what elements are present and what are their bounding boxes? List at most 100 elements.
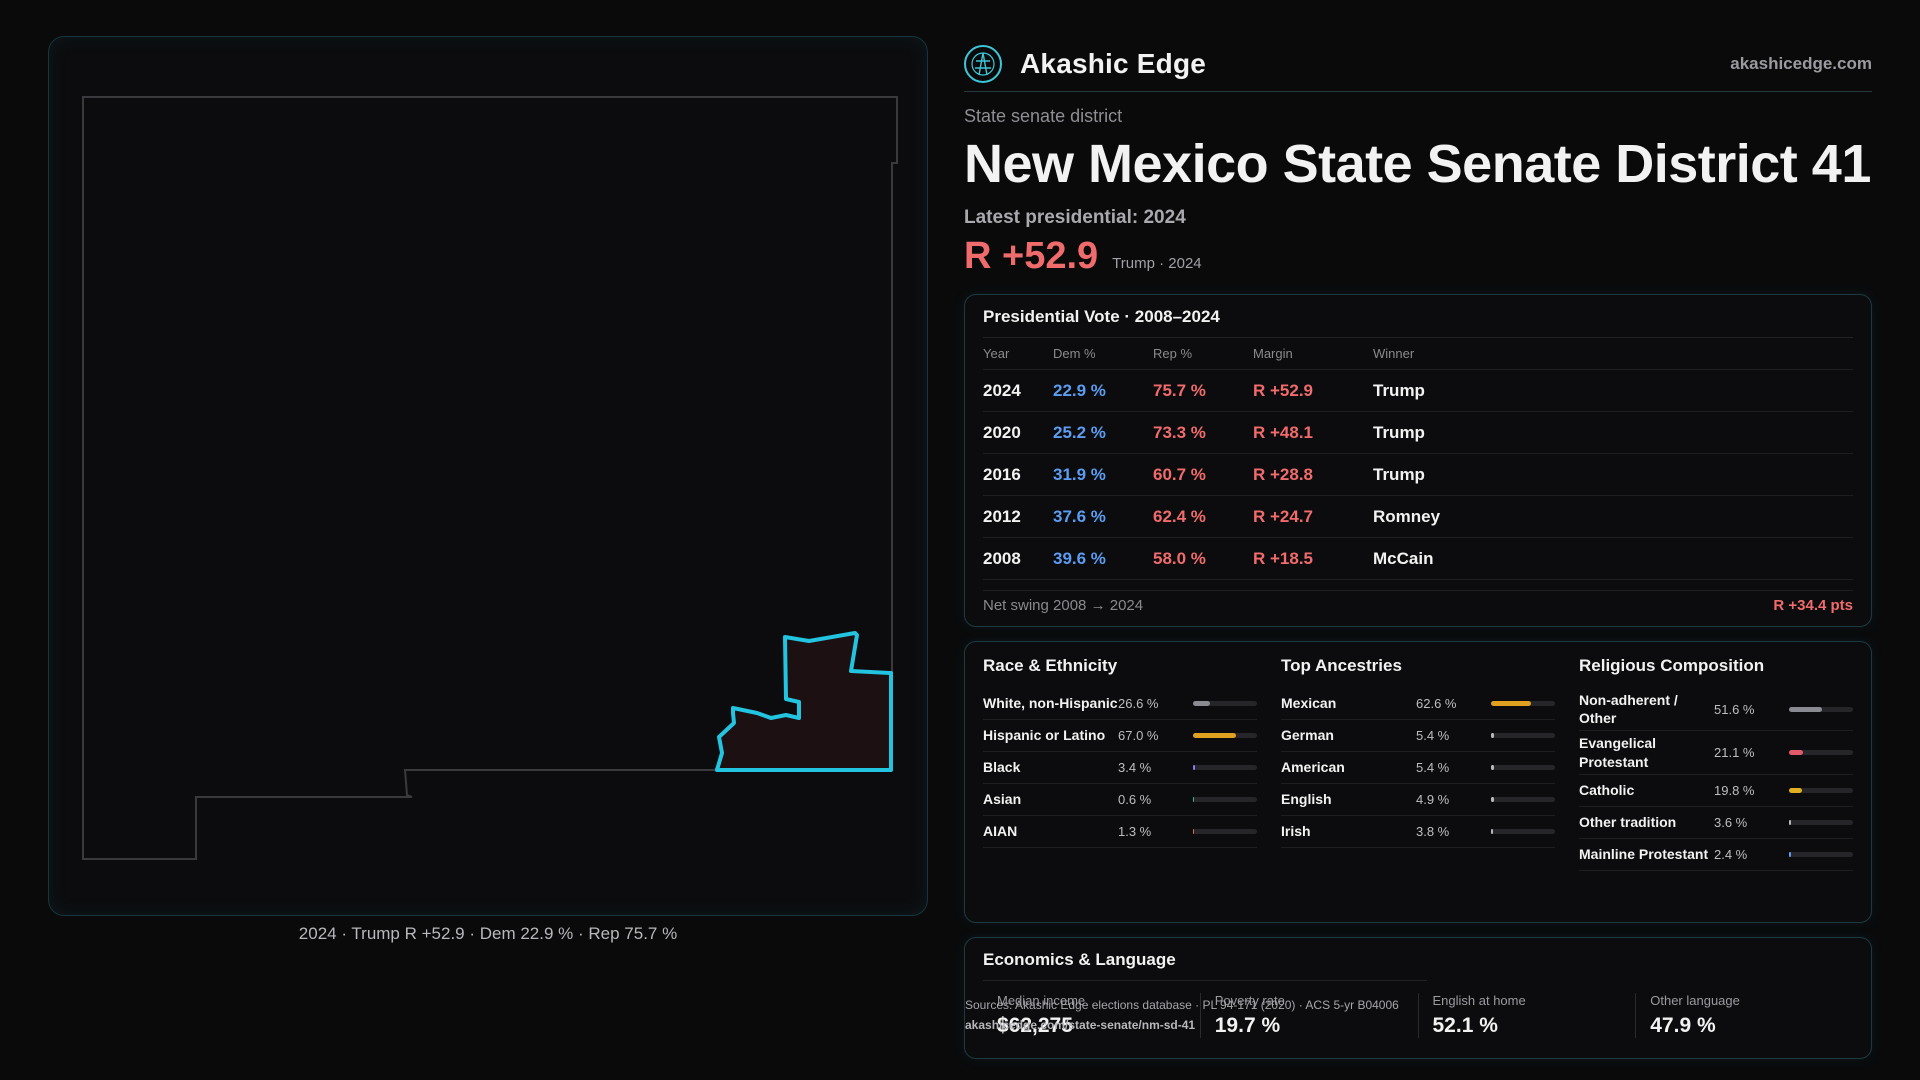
demo-bar-fill — [1491, 733, 1495, 738]
demo-value: 2.4 % — [1714, 846, 1748, 862]
table-header-row: Year Dem % Rep % Margin Winner — [983, 338, 1853, 370]
demo-bar-track — [1789, 851, 1853, 857]
demo-bar-fill — [1193, 797, 1194, 802]
table-row: 2012 37.6 % 62.4 % R +24.7 Romney — [983, 495, 1853, 538]
demo-bar-track — [1193, 829, 1257, 834]
demo-bar-track — [1193, 765, 1257, 770]
econ-label: English at home — [1432, 993, 1526, 1008]
state-outline — [82, 96, 898, 860]
rep-cell: 58.0 % — [1153, 537, 1253, 580]
demo-row: Other tradition 3.6 % — [1579, 807, 1853, 839]
demo-row: Catholic 19.8 % — [1579, 775, 1853, 807]
winner-cell: McCain — [1373, 537, 1853, 580]
econ-value: 19.7 % — [1214, 1014, 1281, 1037]
demo-bar-track — [1491, 701, 1555, 706]
rep-cell: 73.3 % — [1153, 411, 1253, 454]
demo-bar-track — [1491, 733, 1555, 738]
year-cell: 2024 — [983, 369, 1053, 412]
demo-bar-fill — [1491, 765, 1495, 770]
demo-bar-fill — [1789, 819, 1792, 825]
demo-row: Evangelical Protestant 21.1 % — [1579, 731, 1853, 775]
demo-row: White, non-Hispanic 26.6 % — [983, 688, 1257, 720]
dem-cell: 39.6 % — [1053, 537, 1153, 580]
demo-bar-fill — [1193, 733, 1236, 738]
economics-card: Economics & Language Median income $62,2… — [964, 937, 1872, 1059]
demo-row: German 5.4 % — [1281, 720, 1555, 752]
demo-bar-fill — [1193, 701, 1211, 706]
winner-cell: Trump — [1373, 369, 1853, 412]
demo-row: Mexican 62.6 % — [1281, 688, 1555, 720]
demo-value: 26.6 % — [1118, 696, 1159, 711]
winner-cell: Trump — [1373, 453, 1853, 496]
sources-text: Sources: Akashic Edge elections database… — [965, 998, 1399, 1012]
year-cell: 2020 — [983, 411, 1053, 454]
demo-row: American 5.4 % — [1281, 752, 1555, 784]
vote-table: Year Dem % Rep % Margin Winner 2024 22.9… — [983, 338, 1853, 580]
demo-value: 0.6 % — [1118, 792, 1152, 807]
column-header: Rep % — [1153, 338, 1253, 370]
margin-cell: R +24.7 — [1253, 495, 1373, 538]
dem-cell: 31.9 % — [1053, 453, 1153, 496]
year-cell: 2008 — [983, 537, 1053, 580]
demo-value: 62.6 % — [1416, 696, 1457, 711]
section-title: Race & Ethnicity — [983, 656, 1118, 675]
source-link[interactable]: akashicedge.com/state-senate/nm-sd-41 — [965, 1017, 1196, 1032]
margin-cell: R +52.9 — [1253, 369, 1373, 412]
econ-item-median-income: Median income $62,275 — [983, 993, 1200, 1038]
demo-label: Irish — [1281, 823, 1311, 840]
econ-item-other-language: Other language 47.9 % — [1635, 993, 1853, 1038]
brand-name[interactable]: Akashic Edge — [1020, 47, 1207, 79]
econ-item-poverty-rate: Poverty rate 19.7 % — [1199, 993, 1418, 1038]
demo-label: German — [1281, 727, 1334, 744]
rep-cell: 62.4 % — [1153, 495, 1253, 538]
compass-logo-icon[interactable] — [964, 44, 1002, 83]
religion-section: Religious Composition Non-adherent / Oth… — [1579, 656, 1853, 908]
econ-grid: Median income $62,275 Poverty rate 19.7 … — [983, 993, 1853, 1038]
demo-value: 5.4 % — [1416, 728, 1450, 743]
demo-row: English 4.9 % — [1281, 784, 1555, 816]
demo-label: Mexican — [1281, 695, 1337, 712]
page-kicker: State senate district — [964, 106, 1123, 126]
district-map[interactable] — [49, 37, 929, 917]
demo-bar-track — [1193, 797, 1257, 802]
brand-url[interactable]: akashicedge.com — [1730, 53, 1872, 73]
ancestry-section: Top Ancestries Mexican 62.6 % German 5.4 % A… — [1281, 656, 1555, 908]
econ-value: $62,275 — [997, 1014, 1073, 1037]
card-title: Presidential Vote · 2008–2024 — [983, 307, 1853, 338]
demo-value: 3.8 % — [1416, 824, 1450, 839]
demo-row: Non-adherent / Other 51.6 % — [1579, 688, 1853, 732]
demo-bar-fill — [1193, 829, 1194, 834]
econ-label: Other language — [1650, 993, 1740, 1008]
table-row: 2016 31.9 % 60.7 % R +28.8 Trump — [983, 453, 1853, 496]
econ-item-english-at-home: English at home 52.1 % — [1417, 993, 1636, 1038]
latest-winner: Trump · 2024 — [1112, 255, 1202, 272]
demo-bar-track — [1789, 750, 1853, 756]
demo-label: Black — [983, 759, 1021, 776]
demo-label: AIAN — [983, 823, 1018, 840]
demo-row: Black 3.4 % — [983, 752, 1257, 784]
year-cell: 2012 — [983, 495, 1053, 538]
demo-label: Asian — [983, 791, 1022, 808]
demo-row: Asian 0.6 % — [983, 784, 1257, 816]
net-swing-label: Net swing 2008 → 2024 — [983, 597, 1144, 614]
demo-row: AIAN 1.3 % — [983, 816, 1257, 848]
year-cell: 2016 — [983, 453, 1053, 496]
demo-bar-track — [1789, 819, 1853, 825]
demo-label: White, non-Hispanic — [983, 695, 1118, 712]
district-shape[interactable] — [715, 631, 893, 772]
margin-row: R +52.9 Trump · 2024 — [964, 235, 1872, 278]
econ-value: 52.1 % — [1432, 1014, 1498, 1037]
rep-cell: 60.7 % — [1153, 453, 1253, 496]
margin-cell: R +28.8 — [1253, 453, 1373, 496]
right-column: Akashic Edge akashicedge.com State senat… — [964, 36, 1872, 1059]
net-swing-value: R +34.4 pts — [1773, 597, 1853, 614]
demo-bar-fill — [1193, 765, 1196, 770]
brand-bar: Akashic Edge akashicedge.com — [964, 36, 1872, 92]
demo-label: American — [1281, 759, 1345, 776]
column-header: Margin — [1253, 338, 1373, 370]
presidential-vote-card: Presidential Vote · 2008–2024 Year Dem %… — [964, 294, 1872, 627]
demo-bar-track — [1193, 733, 1257, 738]
demo-bar-track — [1491, 765, 1555, 770]
demo-bar-track — [1491, 829, 1555, 834]
demo-label: Evangelical Protestant — [1579, 735, 1657, 770]
